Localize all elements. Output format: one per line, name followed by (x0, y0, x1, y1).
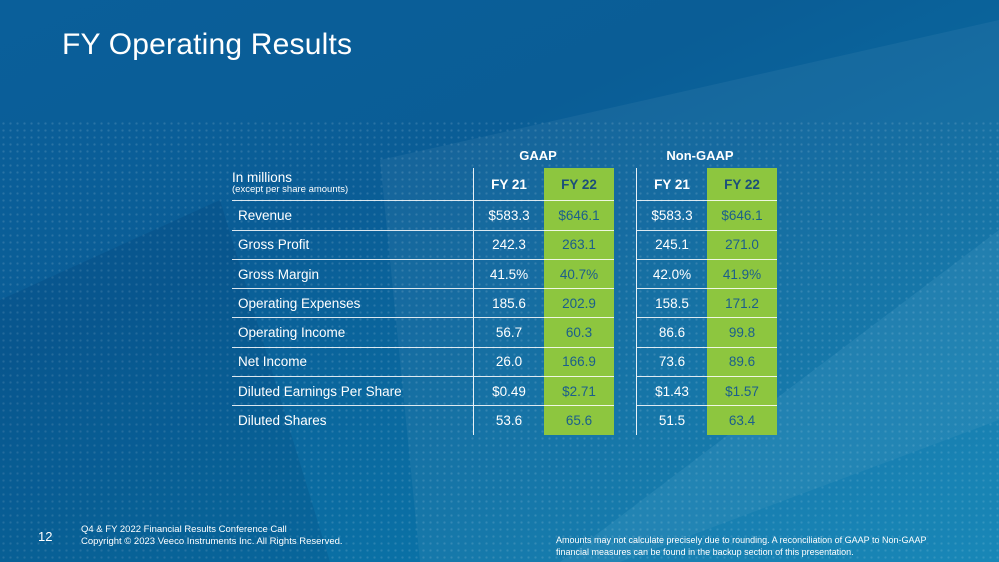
row-label: Operating Income (232, 317, 474, 348)
table-row: Revenue $583.3 $646.1 $583.3 $646.1 (232, 200, 777, 231)
cell-gaap-fy22: 263.1 (544, 229, 614, 260)
cell-nongaap-fy21: 51.5 (636, 405, 707, 435)
row-label: Operating Expenses (232, 288, 474, 318)
col-header-nongaap-fy22: FY 22 (707, 168, 777, 201)
cell-nongaap-fy22: $1.57 (707, 376, 777, 406)
cell-nongaap-fy21: 158.5 (636, 288, 707, 318)
footer-rounding-note: Amounts may not calculate precisely due … (556, 535, 927, 557)
cell-nongaap-fy22: 89.6 (707, 346, 777, 377)
row-label: Diluted Shares (232, 405, 474, 435)
units-label-line2: (except per share amounts) (232, 184, 349, 196)
footer-left: Q4 & FY 2022 Financial Results Conferenc… (81, 524, 343, 549)
table-row: Operating Expenses 185.6 202.9 158.5 171.2 (232, 288, 777, 318)
cell-nongaap-fy21: $1.43 (636, 376, 707, 406)
footer-conference-call: Q4 & FY 2022 Financial Results Conferenc… (81, 524, 287, 535)
row-label: Net Income (232, 346, 474, 377)
cell-gaap-fy21: 242.3 (473, 229, 544, 260)
cell-gaap-fy22: 202.9 (544, 288, 614, 318)
table-row: Net Income 26.0 166.9 73.6 89.6 (232, 346, 777, 377)
row-label: Revenue (232, 200, 474, 231)
units-label-line1: In millions (232, 169, 293, 185)
cell-nongaap-fy21: 73.6 (636, 346, 707, 377)
row-label: Gross Margin (232, 258, 474, 289)
footer-copyright: Copyright © 2023 Veeco Instruments Inc. … (81, 536, 343, 548)
table-row: Operating Income 56.7 60.3 86.6 99.8 (232, 317, 777, 348)
cell-nongaap-fy22: 171.2 (707, 288, 777, 318)
cell-gaap-fy22: 40.7% (544, 258, 614, 289)
cell-gaap-fy22: 65.6 (544, 405, 614, 435)
cell-nongaap-fy22: $646.1 (707, 200, 777, 231)
cell-gaap-fy21: 56.7 (473, 317, 544, 348)
cell-gaap-fy22: $646.1 (544, 200, 614, 231)
cell-nongaap-fy21: 245.1 (636, 229, 707, 260)
row-label: Diluted Earnings Per Share (232, 376, 474, 406)
group-header-non-gaap: Non-GAAP (666, 148, 734, 163)
cell-gaap-fy21: 26.0 (473, 346, 544, 377)
cell-gaap-fy21: 41.5% (473, 258, 544, 289)
cell-gaap-fy21: $583.3 (473, 200, 544, 231)
units-label: In millions (except per share amounts) (232, 168, 474, 201)
page-title: FY Operating Results (62, 28, 353, 61)
cell-gaap-fy22: 60.3 (544, 317, 614, 348)
financial-results-table: In millions (except per share amounts) F… (232, 168, 777, 435)
col-header-gaap-fy22: FY 22 (544, 168, 614, 201)
table-row: Gross Margin 41.5% 40.7% 42.0% 41.9% (232, 258, 777, 289)
cell-nongaap-fy22: 41.9% (707, 258, 777, 289)
table-header-row: In millions (except per share amounts) F… (232, 168, 777, 201)
col-header-nongaap-fy21: FY 21 (636, 168, 707, 201)
cell-nongaap-fy22: 63.4 (707, 405, 777, 435)
table-row: Diluted Earnings Per Share $0.49 $2.71 $1.4… (232, 376, 777, 406)
cell-gaap-fy21: 185.6 (473, 288, 544, 318)
cell-nongaap-fy22: 99.8 (707, 317, 777, 348)
cell-nongaap-fy21: 42.0% (636, 258, 707, 289)
cell-gaap-fy22: $2.71 (544, 376, 614, 406)
cell-gaap-fy22: 166.9 (544, 346, 614, 377)
page-number: 12 (38, 529, 53, 544)
cell-nongaap-fy21: $583.3 (636, 200, 707, 231)
cell-nongaap-fy21: 86.6 (636, 317, 707, 348)
group-header-gaap: GAAP (519, 148, 557, 163)
cell-gaap-fy21: 53.6 (473, 405, 544, 435)
cell-nongaap-fy22: 271.0 (707, 229, 777, 260)
table-row: Gross Profit 242.3 263.1 245.1 271.0 (232, 229, 777, 260)
cell-gaap-fy21: $0.49 (473, 376, 544, 406)
row-label: Gross Profit (232, 229, 474, 260)
col-header-gaap-fy21: FY 21 (473, 168, 544, 201)
table-row: Diluted Shares 53.6 65.6 51.5 63.4 (232, 405, 777, 435)
